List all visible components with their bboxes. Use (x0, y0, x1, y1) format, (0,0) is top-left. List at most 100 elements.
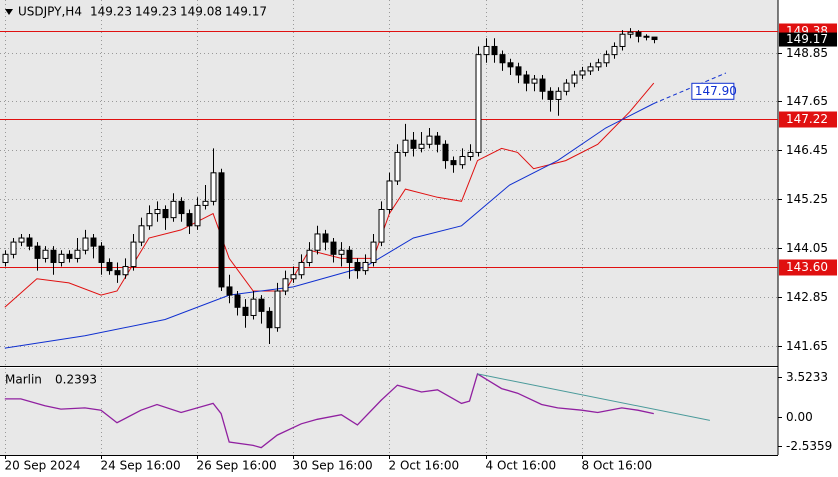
y-tick-label: 3.5233 (786, 370, 828, 384)
indicator-name: Marlin (5, 373, 42, 387)
candle-body (338, 249, 345, 255)
candle-body (74, 249, 81, 259)
candle-body (507, 62, 514, 68)
candle-body (18, 237, 25, 243)
candle-body (555, 90, 562, 100)
candle-body (194, 204, 201, 227)
candle-body (523, 74, 530, 84)
candle-body (579, 70, 586, 76)
y-tick-label: 0.00 (786, 410, 813, 424)
level-label-box (779, 111, 837, 128)
candle-body (627, 31, 634, 35)
y-tick-label: 146.45 (786, 143, 828, 157)
candle-body (611, 45, 618, 56)
candle-body (539, 78, 546, 92)
candle-body (106, 261, 113, 272)
candle-body (122, 266, 129, 276)
x-tick-label: 4 Oct 16:00 (486, 459, 557, 473)
candle-body (346, 249, 353, 263)
candle-body (210, 172, 217, 202)
candle-body (643, 35, 650, 38)
symbol: USDJPY,H4 (18, 5, 82, 19)
candle-body (370, 241, 377, 263)
candle-body (186, 213, 193, 227)
candle-body (467, 151, 474, 158)
candle-body (218, 172, 225, 288)
x-tick-label: 26 Sep 16:00 (197, 459, 277, 473)
candle-body (595, 62, 602, 68)
candle-body (58, 253, 65, 263)
level-label: 143.60 (786, 260, 828, 274)
candle-body (547, 90, 554, 100)
level-label: 147.22 (786, 112, 828, 126)
candle-body (499, 54, 506, 64)
candle-body (154, 208, 161, 215)
candle-body (603, 54, 610, 64)
candle-body (250, 298, 257, 316)
annotation-box (691, 82, 735, 100)
ohlc-low: 149.08 (180, 5, 222, 19)
menu-arrow (5, 9, 13, 15)
y-tick-label: 142.85 (786, 290, 828, 304)
candle-body (410, 139, 417, 149)
candle-body (34, 245, 41, 259)
grid (0, 0, 782, 459)
ma-projection (653, 72, 727, 104)
candle-body (563, 82, 570, 92)
candle-body (274, 290, 281, 329)
y-tick-label: 145.25 (786, 192, 828, 206)
candle-body (354, 261, 361, 272)
candle-body (459, 156, 466, 166)
candle-body (130, 241, 137, 268)
candle-body (330, 241, 337, 255)
moving-average (4, 82, 655, 308)
x-tick-label: 2 Oct 16:00 (389, 459, 460, 473)
candle-body (298, 261, 305, 276)
candle-body (362, 261, 369, 272)
candle-body (386, 180, 393, 210)
candle-body (282, 278, 289, 292)
candle-body (226, 286, 233, 296)
x-tick-label: 30 Sep 16:00 (293, 459, 373, 473)
candle-body (378, 208, 385, 243)
candle-body (2, 253, 9, 263)
candle-body (42, 249, 49, 259)
candle-body (619, 33, 626, 47)
price-label: 149.17 (786, 32, 828, 46)
candle-body (635, 31, 642, 37)
candle-body (170, 200, 177, 219)
candle-body (394, 151, 401, 182)
candle-body (10, 241, 17, 255)
y-tick-label: 141.65 (786, 339, 828, 353)
candle-body (651, 36, 658, 41)
candle-body (491, 45, 498, 56)
candle-body (114, 270, 121, 276)
candle-body (426, 135, 433, 145)
x-tick-label: 20 Sep 2024 (5, 459, 81, 473)
indicator-value: 0.2393 (55, 373, 97, 387)
candle-body (66, 253, 73, 259)
candle-body (515, 66, 522, 76)
candle-body (306, 249, 313, 263)
candle-body (258, 298, 265, 312)
x-tick-label: 24 Sep 16:00 (101, 459, 181, 473)
y-tick-label: 144.05 (786, 241, 828, 255)
labels: USDJPY,H4 149.23 149.23 149.08 149.17 Ma… (5, 5, 837, 473)
candle-body (234, 294, 241, 308)
ohlc-close: 149.17 (225, 5, 267, 19)
x-tick-label: 8 Oct 16:00 (582, 459, 653, 473)
candle-body (571, 74, 578, 84)
candle-body (442, 143, 449, 162)
candle-body (290, 274, 297, 280)
candle-body (434, 135, 441, 145)
candle-body (483, 45, 490, 56)
candle-body (402, 139, 409, 153)
candle-body (138, 225, 145, 243)
candle-body (90, 237, 97, 247)
ohlc-high: 149.23 (135, 5, 177, 19)
level-label-box (779, 259, 837, 276)
candle-body (266, 310, 273, 329)
candle-body (450, 160, 457, 166)
